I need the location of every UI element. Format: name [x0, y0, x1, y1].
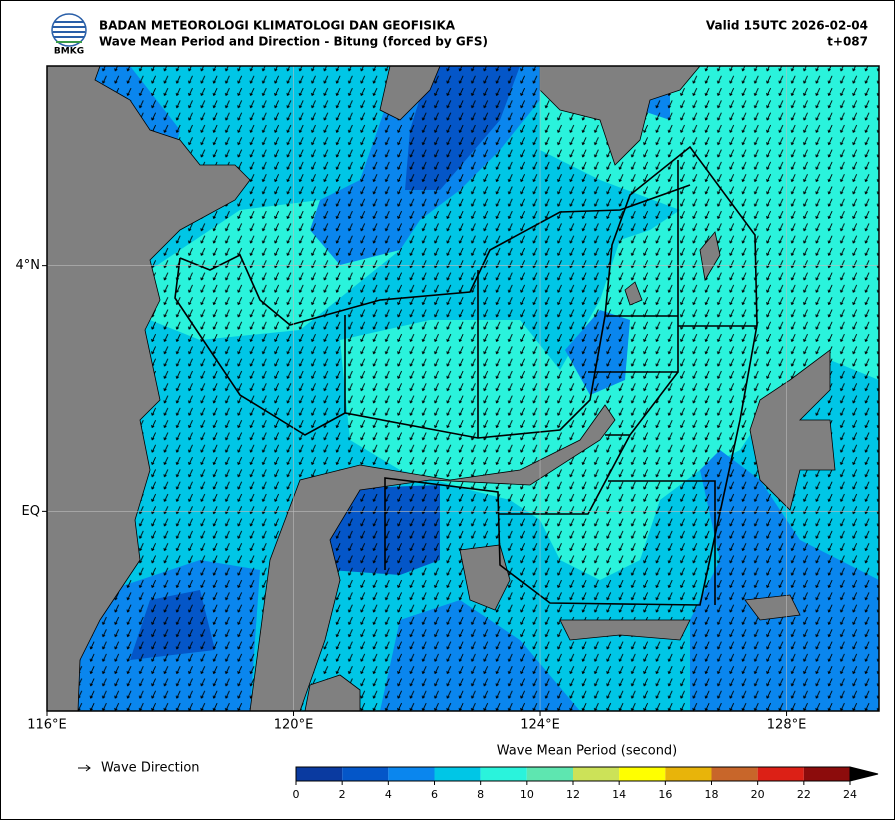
land — [47, 66, 251, 711]
land — [559, 619, 691, 641]
colorbar-segment — [388, 767, 435, 781]
land — [304, 674, 361, 711]
colorbar-tick-label: 16 — [658, 788, 672, 801]
colorbar: 0 2 4 6 8 10 12 14 16 18 20 22 24 — [293, 766, 879, 801]
colorbar-segment — [342, 767, 389, 781]
land — [249, 404, 616, 711]
sea-area-boundary — [174, 145, 758, 606]
colorbar-segment — [480, 767, 527, 781]
lon-tick-label: 120°E — [274, 718, 314, 733]
colorbar-title: Wave Mean Period (second) — [497, 744, 678, 759]
colorbar-segment — [296, 767, 343, 781]
colorbar-tick-label: 10 — [520, 788, 534, 801]
colorbar-tick-label: 2 — [339, 788, 346, 801]
colorbar-tick-label: 20 — [751, 788, 765, 801]
legend-label: Wave Direction — [101, 761, 200, 776]
sea-area-boundary — [179, 184, 691, 326]
land — [744, 594, 801, 621]
lon-tick-label: 124°E — [520, 718, 560, 733]
colorbar-tick-label: 8 — [477, 788, 484, 801]
land — [749, 349, 836, 511]
valid-time: Valid 15UTC 2026-02-04 — [706, 19, 868, 33]
colorbar-segment — [573, 767, 620, 781]
land — [459, 544, 511, 611]
sea-area-boundary — [344, 160, 757, 605]
colorbar-segment — [619, 767, 666, 781]
lat-tick-label: EQ — [22, 504, 40, 519]
colorbar-tick-label: 0 — [293, 788, 300, 801]
land — [379, 66, 441, 121]
colorbar-tick-label: 14 — [612, 788, 626, 801]
colorbar-tick-label: 24 — [843, 788, 857, 801]
logo-text: BMKG — [54, 47, 84, 57]
colorbar-tick-label: 22 — [797, 788, 811, 801]
colorbar-segment — [526, 767, 573, 781]
land — [539, 66, 701, 166]
lon-tick-label: 128°E — [767, 718, 807, 733]
colorbar-segment — [803, 767, 850, 781]
land — [699, 231, 721, 282]
lat-tick-label: 4°N — [16, 258, 41, 273]
land — [624, 281, 643, 306]
colorbar-tick-label: 6 — [431, 788, 438, 801]
map-border — [46, 65, 880, 712]
legend-arrow-head — [85, 764, 91, 772]
colorbar-segment — [434, 767, 481, 781]
colorbar-tick-label: 18 — [705, 788, 719, 801]
title: Wave Mean Period and Direction - Bitung … — [99, 35, 488, 49]
colorbar-segment — [665, 767, 712, 781]
lon-tick-label: 116°E — [27, 718, 67, 733]
colorbar-segment — [711, 767, 758, 781]
logo: BMKG — [51, 13, 87, 57]
agency: BADAN METEOROLOGI KLIMATOLOGI DAN GEOFIS… — [99, 19, 456, 33]
colorbar-segment — [757, 767, 804, 781]
colorbar-tick-label: 4 — [385, 788, 392, 801]
colorbar-tick-label: 12 — [566, 788, 580, 801]
map — [47, 66, 879, 711]
lead-time: t+087 — [827, 35, 868, 49]
